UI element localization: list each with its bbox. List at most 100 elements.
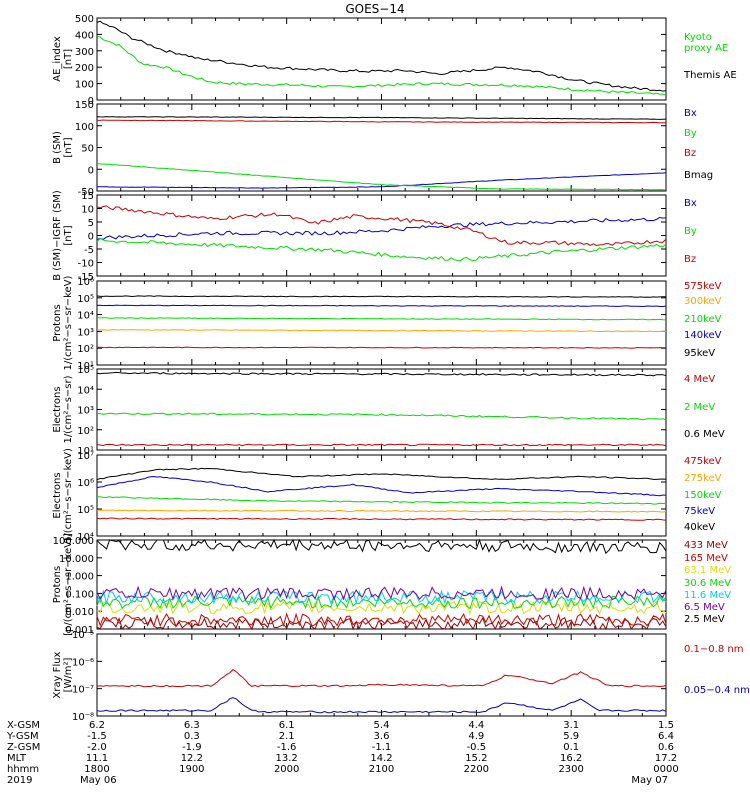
time-row-label: X-GSM (7, 720, 40, 731)
series-line-bz (96, 205, 667, 247)
legend-label: 475keV (684, 456, 722, 467)
series-line-by (96, 238, 667, 262)
series-line-165-mev (96, 612, 667, 628)
legend-label: 300keV (684, 296, 722, 307)
y-tick-label: 10⁻⁶ (72, 657, 94, 668)
y-axis-label: 1/(cm²−s−sr−keV) (63, 275, 74, 370)
legend-label: proxy AE (684, 43, 728, 54)
panel-frame (96, 633, 667, 717)
y-axis-label: [p/(cm²−s−sr−keV)] (63, 533, 74, 636)
panel-frame (96, 17, 667, 101)
y-tick-label: 10 (81, 205, 94, 216)
time-value: 5.4 (374, 720, 390, 731)
y-tick-label: 10² (77, 426, 94, 437)
panel-frame (96, 194, 667, 277)
y-tick-label: 10⁻⁷ (72, 685, 94, 696)
y-tick-label: 10⁶ (77, 478, 94, 489)
time-value: 1800 (84, 764, 109, 775)
legend-label: Bz (684, 254, 696, 265)
y-tick-label: 10⁵ (77, 505, 94, 516)
series-line-575kev (96, 346, 666, 349)
y-tick-label: 1.000 (65, 572, 94, 583)
time-value: 12.2 (181, 753, 203, 764)
series-line-bmag (96, 116, 667, 120)
series-line-40kev (96, 467, 667, 481)
legend-label: Bmag (684, 170, 713, 181)
y-tick-label: 10¹ (77, 361, 94, 372)
y-tick-label: 0 (88, 232, 94, 243)
y-tick-label: 10.000 (59, 554, 94, 565)
y-axis-label: 1/(cm²−s−sr−keV) (63, 448, 74, 543)
time-value: May 06 (80, 775, 117, 786)
legend-label: 150keV (684, 490, 722, 501)
time-row-label: Y-GSM (6, 731, 39, 742)
y-tick-label: -10 (78, 259, 94, 270)
y-axis-label: AE_index (52, 36, 63, 82)
y-tick-label: 10⁴ (77, 311, 94, 322)
legend-label: By (684, 128, 697, 139)
time-value: 4.4 (468, 720, 484, 731)
y-tick-label: 400 (75, 30, 94, 41)
y-axis-label: B (SM) (52, 131, 63, 164)
time-value: -1.1 (372, 742, 392, 753)
y-axis-label: Xray Flux (52, 651, 63, 698)
time-value: 13.2 (276, 753, 298, 764)
time-value: 17.2 (655, 753, 677, 764)
legend-label: 0.05−0.4 nm (684, 685, 750, 696)
panel-electrons1: 10⁵ 10⁴ 10³ 10² 10¹ Electrons 1/(cm²−s−sr) 4 Me… (52, 365, 725, 457)
plot-title: GOES−14 (345, 2, 404, 16)
series-line-bx (97, 172, 667, 189)
time-value: 2.1 (279, 731, 295, 742)
time-value: 0.1 (563, 742, 579, 753)
time-value: 6.1 (279, 720, 295, 731)
time-value: -1.5 (87, 731, 107, 742)
y-tick-label: 100 (75, 80, 94, 91)
legend-label: Bz (684, 148, 696, 159)
legend-label: Bx (684, 198, 697, 209)
time-value: 6.3 (184, 720, 200, 731)
series-line-0-1-0-8-nm (96, 668, 667, 688)
y-axis-label: [nT] (63, 49, 74, 69)
series-line-0-05-0-4-nm (96, 697, 667, 714)
legend-label: 210keV (684, 314, 722, 325)
y-axis-label: B (SM)−IGRF (SM) (52, 190, 63, 281)
y-tick-label: -50 (78, 187, 94, 198)
time-value: 1900 (179, 764, 204, 775)
time-value: 6.4 (658, 731, 674, 742)
time-value: 4.9 (468, 731, 484, 742)
y-tick-label: 10² (77, 344, 94, 355)
y-tick-label: 10³ (77, 406, 94, 417)
series-line-275kev (96, 509, 667, 513)
legend-label: Kyoto (684, 32, 712, 43)
legend-label: 11.6 MeV (684, 590, 731, 601)
legend-label: 165 MeV (684, 553, 728, 564)
y-axis-label: Protons (52, 304, 63, 341)
time-row-label: 2019 (7, 775, 32, 786)
y-tick-label: 10⁻⁵ (72, 630, 94, 641)
legend-label: 2.5 MeV (684, 614, 725, 625)
series-line-95kev (96, 295, 666, 298)
y-tick-label: 50 (81, 144, 94, 155)
series-line-433-mev (96, 615, 667, 631)
time-value: 2300 (558, 764, 583, 775)
legend-label: 140keV (684, 330, 722, 341)
time-value: 2200 (464, 764, 489, 775)
series-line-75kev (96, 475, 667, 497)
y-tick-label: 15 (81, 191, 94, 202)
series-line-63-1-mev (96, 600, 667, 616)
panel-xray: 10⁻⁵ 10⁻⁶ 10⁻⁷ 10⁻⁸ Xray Flux [W/m²] 0.1−0.8 n… (52, 630, 750, 723)
y-tick-label: 0.001 (65, 625, 94, 636)
series-line-by (96, 163, 666, 191)
legend-label: By (684, 226, 697, 237)
time-value: 0.3 (184, 731, 200, 742)
legend-label: 63.1 MeV (684, 565, 731, 576)
y-tick-label: 10⁴ (77, 385, 94, 396)
time-value: 2100 (369, 764, 394, 775)
time-value: 16.2 (560, 753, 582, 764)
time-value: -1.6 (277, 742, 297, 753)
legend-label: 6.5 MeV (684, 602, 725, 613)
y-tick-label: 10⁵ (77, 365, 94, 376)
time-value: 15.2 (465, 753, 487, 764)
